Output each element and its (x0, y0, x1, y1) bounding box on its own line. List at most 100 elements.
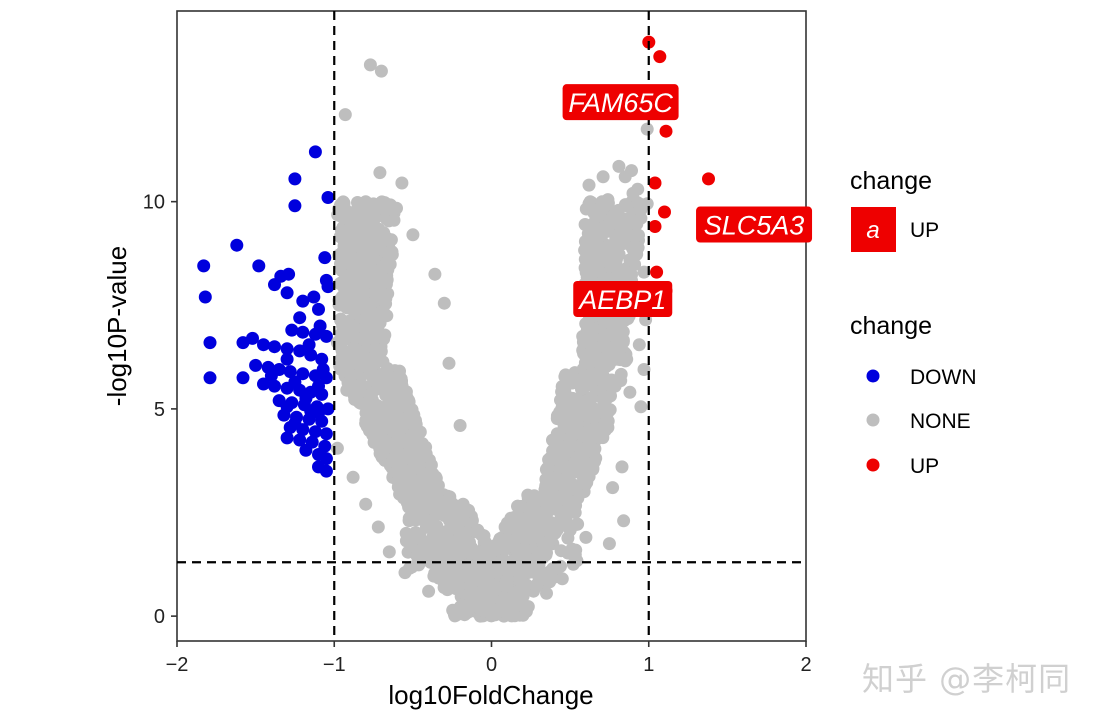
none-point (333, 359, 347, 373)
none-point (471, 523, 485, 537)
none-point (613, 220, 627, 233)
axes: −2 −1 0 1 2 0 5 10 FAM65C SLC5A3 AEBP1 (143, 10, 813, 676)
none-point (561, 531, 575, 545)
down-point (280, 286, 294, 300)
none-point (542, 568, 556, 582)
down-point (288, 199, 302, 213)
none-point (428, 566, 442, 580)
none-point (640, 122, 654, 136)
none-point (401, 449, 415, 463)
down-point (288, 375, 302, 389)
none-point (350, 343, 364, 357)
none-point (513, 520, 527, 534)
none-point (437, 296, 451, 310)
gene-label-text: AEBP1 (577, 285, 666, 315)
none-point (357, 356, 371, 370)
none-point (618, 170, 632, 184)
down-point (293, 344, 307, 358)
none-point (488, 543, 502, 557)
y-tick-label: 10 (143, 192, 165, 214)
down-point (299, 392, 313, 405)
down-point (257, 338, 270, 352)
gene-label-text: FAM65C (568, 88, 673, 118)
none-point (442, 522, 456, 536)
none-point (335, 290, 349, 304)
up-point (650, 265, 664, 279)
down-point (319, 464, 333, 478)
none-point (593, 382, 607, 396)
none-point (368, 294, 382, 308)
legend-title-2: change (850, 312, 932, 340)
none-point (377, 422, 391, 436)
none-point (555, 572, 569, 586)
none-point (401, 490, 415, 504)
none-point (606, 209, 620, 223)
y-axis-title: -log10P-value (102, 246, 132, 406)
none-point (596, 170, 610, 184)
none-point (374, 64, 388, 78)
none-point (601, 421, 615, 434)
none-point (330, 441, 344, 455)
down-point (280, 431, 294, 445)
down-point (293, 311, 307, 325)
none-point (402, 514, 416, 528)
none-point (615, 460, 629, 474)
none-point (637, 265, 651, 279)
none-point (629, 228, 643, 242)
down-point (312, 379, 325, 393)
none-point (560, 482, 574, 496)
none-point (605, 251, 619, 265)
x-axis-title: log10FoldChange (388, 680, 593, 710)
down-point (288, 416, 302, 430)
none-point (529, 580, 543, 593)
none-point (451, 540, 465, 554)
none-point (405, 463, 419, 476)
down-point (280, 342, 294, 356)
down-point (321, 280, 335, 294)
down-point (282, 267, 296, 281)
none-point (634, 211, 648, 225)
none-point (460, 525, 474, 539)
none-point (571, 375, 585, 389)
none-point (390, 401, 404, 415)
legend-title-1: change (850, 167, 932, 195)
none-point (348, 304, 362, 318)
none-point (587, 411, 601, 425)
none-point (399, 393, 413, 407)
none-point (445, 496, 458, 510)
none-point (382, 545, 396, 559)
down-point (198, 290, 212, 304)
down-point (315, 352, 329, 366)
none-point (533, 546, 546, 560)
none-point (558, 370, 572, 384)
none-point (334, 209, 348, 223)
none-point (407, 439, 421, 453)
none-point (420, 482, 434, 496)
none-point (377, 436, 391, 450)
none-point (359, 497, 373, 511)
down-point (302, 338, 316, 352)
gene-label-fam65c: FAM65C (562, 84, 679, 121)
down-point (236, 371, 250, 385)
none-point (634, 400, 648, 414)
none-point (561, 419, 575, 433)
none-point (563, 504, 577, 518)
none-point (602, 537, 616, 551)
none-point (549, 470, 563, 484)
none-point (576, 329, 590, 343)
down-point (197, 259, 211, 273)
legend-label-key: change a UP (850, 167, 939, 252)
down-point (307, 290, 321, 304)
legend-color-key: change DOWN NONE UP (850, 312, 977, 478)
gene-label-box (562, 84, 679, 121)
none-point (512, 572, 526, 586)
none-point (368, 211, 382, 225)
none-density-band (331, 195, 650, 623)
none-point (424, 471, 438, 485)
none-point (512, 500, 526, 514)
none-point (395, 176, 409, 190)
down-point (230, 238, 244, 252)
none-point (330, 336, 344, 350)
none-point (347, 320, 361, 334)
down-point (246, 331, 259, 345)
